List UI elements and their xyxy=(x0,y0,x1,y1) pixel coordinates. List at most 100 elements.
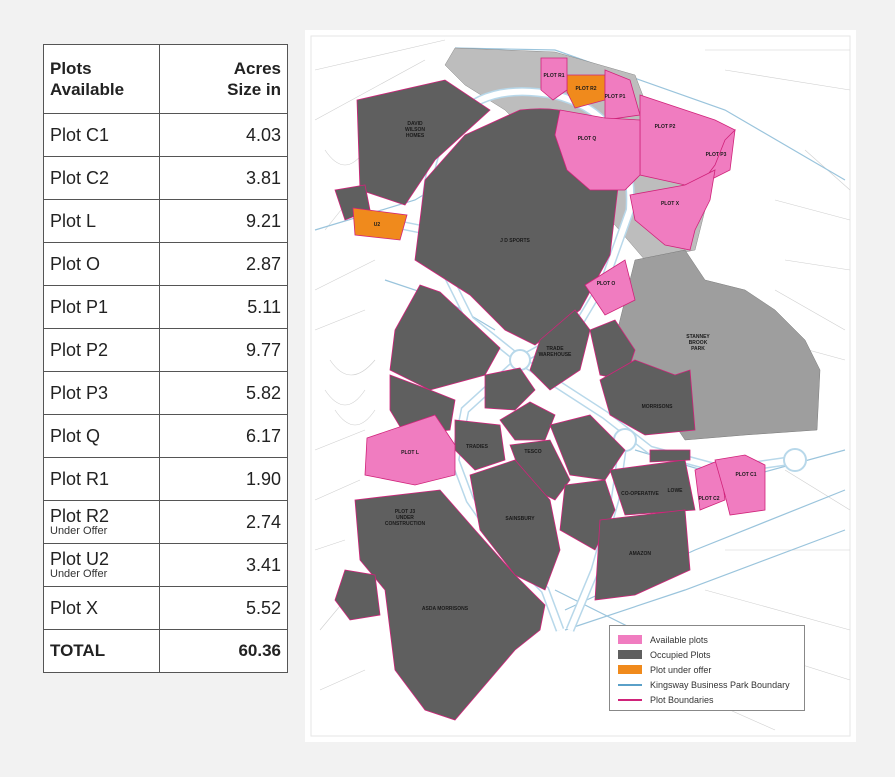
header-plots-available: Plots Available xyxy=(43,44,160,114)
plot-south-central xyxy=(469,459,561,591)
plot-o-shape xyxy=(584,259,636,316)
plot-name-cell: Plot L xyxy=(43,199,160,243)
table-row: Plot O 2.87 xyxy=(43,242,288,286)
plot-acres: 3.81 xyxy=(159,156,288,200)
table-row: Plot L 9.21 xyxy=(43,199,288,243)
plot-name-cell: Plot Q xyxy=(43,414,160,458)
table-row: Plot C2 3.81 xyxy=(43,156,288,200)
label-plot-p1: PLOT P1 xyxy=(605,94,626,100)
total-value: 60.36 xyxy=(159,629,288,673)
map-legend: Available plots Occupied Plots Plot unde… xyxy=(609,625,805,711)
plot-name: Plot L xyxy=(50,211,97,231)
plot-name: Plot U2 xyxy=(50,549,110,569)
legend-park-boundary: Kingsway Business Park Boundary xyxy=(618,677,796,692)
table-row: Plot P3 5.82 xyxy=(43,371,288,415)
header-acres: Acres Size in xyxy=(159,44,288,114)
plot-central1 xyxy=(484,367,536,411)
map-labels: DAVID WILSON HOMES J D SPORTS U2 PLOT R1… xyxy=(374,73,757,612)
label-u2: U2 xyxy=(374,222,381,228)
plot-name: Plot P1 xyxy=(50,297,109,317)
header-plots-line1: Plots xyxy=(50,59,92,78)
legend-occupied-label: Occupied Plots xyxy=(650,649,711,660)
table-row: Plot C1 4.03 xyxy=(43,113,288,157)
plot-acres: 2.74 xyxy=(159,500,288,544)
table-row: Plot P2 9.77 xyxy=(43,328,288,372)
header-plots-line2: Available xyxy=(50,80,125,99)
legend-plot-boundaries-swatch xyxy=(618,698,642,701)
legend-park-boundary-label: Kingsway Business Park Boundary xyxy=(650,679,790,690)
plot-southwest xyxy=(334,569,381,621)
plot-name-cell: Plot C1 xyxy=(43,113,160,157)
plot-name-cell: Plot C2 xyxy=(43,156,160,200)
plot-name-cell: Plot P1 xyxy=(43,285,160,329)
plot-amazon xyxy=(594,509,691,601)
label-trade-2: WAREHOUSE xyxy=(539,352,572,358)
plot-east-mid2 xyxy=(599,359,696,436)
header-acres-line2: Size in xyxy=(227,80,281,99)
plot-name-cell: Plot R2 Under Offer xyxy=(43,500,160,544)
label-amazon: AMAZON xyxy=(629,551,651,557)
total-label: TOTAL xyxy=(43,629,160,673)
label-morrisons: MORRISONS xyxy=(642,404,674,410)
legend-available-label: Available plots xyxy=(650,634,708,645)
plot-name-cell: Plot O xyxy=(43,242,160,286)
plot-name: Plot Q xyxy=(50,426,101,446)
plot-co-operative xyxy=(609,459,696,516)
map-drawing: DAVID WILSON HOMES J D SPORTS U2 PLOT R1… xyxy=(310,35,851,737)
plot-q-shape xyxy=(554,109,641,191)
plot-acres: 5.11 xyxy=(159,285,288,329)
label-lowe: LOWE xyxy=(668,488,684,494)
table-row: Plot U2 Under Offer 3.41 xyxy=(43,543,288,587)
label-trade-1: TRADE xyxy=(546,346,564,352)
legend-plot-boundaries-label: Plot Boundaries xyxy=(650,694,714,705)
table-row: Plot R2 Under Offer 2.74 xyxy=(43,500,288,544)
plot-acres: 3.41 xyxy=(159,543,288,587)
plot-name-cell: Plot P3 xyxy=(43,371,160,415)
label-plot-p3: PLOT P3 xyxy=(706,152,727,158)
label-plot-r2: PLOT R2 xyxy=(575,86,596,92)
table-row: Plot X 5.52 xyxy=(43,586,288,630)
label-tradies: TRADIES xyxy=(466,444,489,450)
plot-trade xyxy=(529,309,591,391)
plot-name-cell: Plot U2 Under Offer xyxy=(43,543,160,587)
plot-u2-shape xyxy=(352,207,408,241)
plot-l-shape xyxy=(364,414,456,486)
plot-name: Plot C2 xyxy=(50,168,110,188)
plot-p3-shape xyxy=(699,128,736,186)
label-plot-x: PLOT X xyxy=(661,201,680,207)
legend-under-offer: Plot under offer xyxy=(618,662,796,677)
roundabout-central xyxy=(509,349,531,371)
roundabout-far-east xyxy=(783,448,807,472)
table-row: Plot P1 5.11 xyxy=(43,285,288,329)
plot-east-strip xyxy=(649,449,691,463)
plot-status: Under Offer xyxy=(50,525,108,537)
label-plot-c1: PLOT C1 xyxy=(735,472,756,478)
legend-occupied: Occupied Plots xyxy=(618,647,796,662)
legend-available: Available plots xyxy=(618,632,796,647)
plot-c2-shape xyxy=(694,459,726,511)
label-plot-r1: PLOT R1 xyxy=(543,73,564,79)
site-map: DAVID WILSON HOMES J D SPORTS U2 PLOT R1… xyxy=(305,30,856,742)
label-plot-j3-1: PLOT J3 xyxy=(395,509,416,515)
legend-under-offer-label: Plot under offer xyxy=(650,664,712,675)
plot-name: Plot O xyxy=(50,254,101,274)
label-jd-sports: J D SPORTS xyxy=(500,238,530,244)
label-co-operative: CO-OPERATIVE xyxy=(621,491,659,497)
label-sainsbury: SAINSBURY xyxy=(505,516,535,522)
plots-table: Plots Available Acres Size in Plot C1 4.0… xyxy=(43,44,288,673)
legend-under-offer-swatch xyxy=(618,665,642,674)
plot-acres: 2.87 xyxy=(159,242,288,286)
legend-plot-boundaries: Plot Boundaries xyxy=(618,692,796,707)
plot-name-cell: Plot R1 xyxy=(43,457,160,501)
label-plot-l: PLOT L xyxy=(401,450,419,456)
plot-r1-shape xyxy=(540,57,568,101)
plot-name: Plot X xyxy=(50,598,99,618)
label-plot-c2: PLOT C2 xyxy=(698,496,719,502)
label-david-wilson-3: HOMES xyxy=(406,133,425,139)
label-plot-p2: PLOT P2 xyxy=(655,124,676,130)
plot-acres: 1.90 xyxy=(159,457,288,501)
plot-name: Plot P3 xyxy=(50,383,109,403)
plot-name: Plot C1 xyxy=(50,125,110,145)
available-plots xyxy=(364,57,766,516)
label-plot-j3-2: UNDER xyxy=(396,515,414,521)
